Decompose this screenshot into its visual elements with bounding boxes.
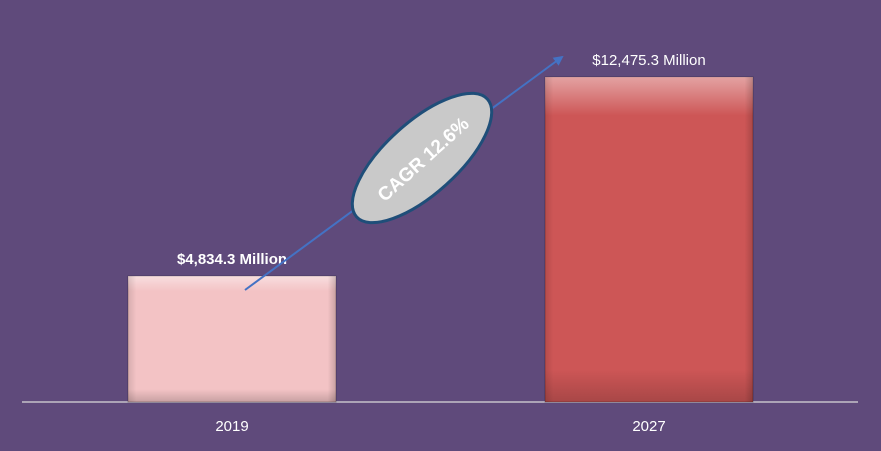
value-label-2019: $4,834.3 Million (177, 251, 287, 268)
x-tick-label-2027: 2027 (632, 418, 665, 435)
value-label-group: $4,834.3 Million $12,475.3 Million (177, 52, 706, 268)
cagr-ellipse (350, 91, 494, 225)
bar-group (127, 76, 754, 403)
bar-2019-shading (128, 276, 336, 402)
value-label-2027: $12,475.3 Million (592, 52, 705, 69)
x-tick-label-group: 2019 2027 (215, 418, 665, 435)
bar-2027-shading (545, 77, 753, 402)
cagr-callout: CAGR 12.6% (350, 91, 494, 225)
x-tick-label-2019: 2019 (215, 418, 248, 435)
